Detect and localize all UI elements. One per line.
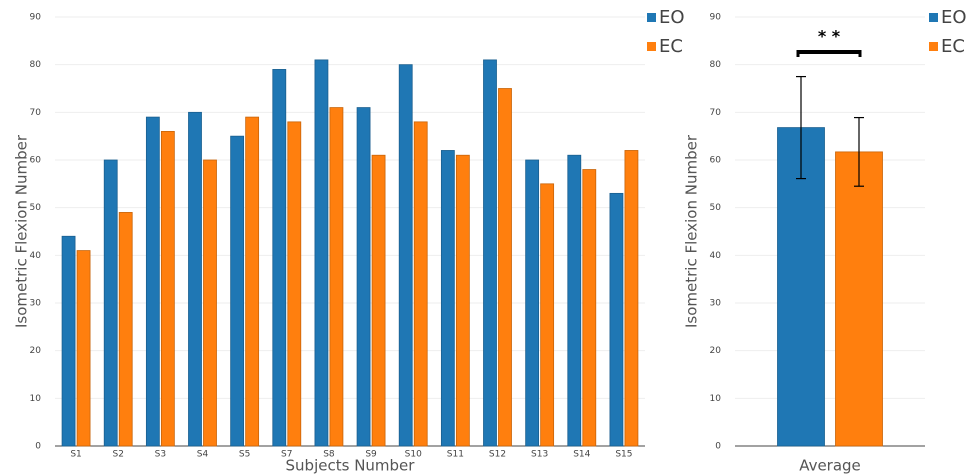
bar — [230, 135, 245, 447]
bar — [455, 154, 470, 447]
bar — [440, 150, 455, 447]
bar — [314, 59, 329, 447]
y-tick-label: 80 — [710, 60, 722, 70]
bar — [483, 59, 497, 447]
y-tick-label: 40 — [30, 251, 42, 261]
y-tick-label: 60 — [30, 156, 42, 166]
y-tick-label: 70 — [710, 108, 722, 118]
bar — [525, 159, 540, 447]
significance-label: * * — [818, 27, 841, 46]
legend-label: EC — [941, 36, 965, 57]
y-tick-label: 80 — [30, 60, 42, 70]
bar — [582, 169, 597, 447]
y-tick-label: 0 — [715, 442, 721, 452]
bar — [413, 121, 428, 447]
x-tick-label: S3 — [155, 450, 166, 460]
x-tick-label: S10 — [405, 450, 422, 460]
legend-label: EO — [659, 7, 685, 28]
legend-swatch — [647, 13, 656, 22]
bar — [329, 107, 344, 447]
y-tick-label: 90 — [710, 13, 722, 23]
error-bar — [796, 75, 806, 180]
bar — [118, 212, 133, 447]
bar — [188, 111, 202, 447]
x-axis-label: Average — [799, 457, 861, 475]
legend-swatch — [929, 13, 938, 22]
x-tick-label: S8 — [323, 450, 335, 460]
bar — [567, 154, 582, 447]
y-tick-label: 30 — [710, 299, 722, 309]
bar — [371, 154, 386, 447]
y-tick-label: 10 — [710, 394, 722, 404]
y-tick-label: 40 — [710, 251, 722, 261]
legend-label: EO — [941, 7, 967, 28]
x-tick-label: S2 — [112, 450, 123, 460]
bar — [356, 107, 371, 447]
bar — [61, 235, 76, 447]
bar — [103, 159, 118, 447]
y-tick-label: 10 — [30, 394, 42, 404]
bar — [272, 69, 287, 447]
x-tick-label: S11 — [447, 450, 464, 460]
y-axis-label: Isometric Flexion Number — [13, 134, 31, 328]
y-tick-label: 30 — [30, 299, 42, 309]
bar — [203, 159, 217, 447]
y-tick-label: 90 — [30, 13, 42, 23]
bar — [540, 183, 555, 447]
y-tick-label: 70 — [30, 108, 42, 118]
bar — [160, 130, 175, 447]
bar — [498, 88, 512, 447]
bar — [777, 127, 825, 447]
bar — [145, 116, 160, 447]
y-tick-label: 50 — [30, 203, 42, 213]
x-tick-label: S7 — [281, 450, 292, 460]
bar — [398, 64, 413, 447]
bar — [609, 192, 624, 447]
bar — [245, 116, 260, 447]
y-tick-label: 20 — [710, 346, 722, 356]
bar — [287, 121, 302, 447]
x-tick-label: S12 — [489, 450, 506, 460]
x-tick-label: S5 — [239, 450, 250, 460]
legend-swatch — [929, 42, 938, 51]
y-tick-label: 0 — [35, 442, 41, 452]
error-bar — [854, 116, 864, 187]
x-tick-label: S15 — [615, 450, 632, 460]
legend-label: EC — [659, 36, 683, 57]
y-axis-label: Isometric Flexion Number — [683, 134, 701, 328]
x-tick-label: S1 — [70, 450, 81, 460]
y-tick-label: 50 — [710, 203, 722, 213]
x-axis-label: Subjects Number — [286, 457, 416, 475]
x-tick-label: S13 — [531, 450, 548, 460]
bar — [624, 150, 639, 447]
x-tick-label: S14 — [573, 450, 590, 460]
bar — [76, 250, 91, 447]
bar — [835, 151, 883, 447]
y-tick-label: 60 — [710, 156, 722, 166]
legend-swatch — [647, 42, 656, 51]
x-tick-label: S4 — [197, 450, 209, 460]
y-tick-label: 20 — [30, 346, 42, 356]
x-tick-label: S9 — [365, 450, 377, 460]
